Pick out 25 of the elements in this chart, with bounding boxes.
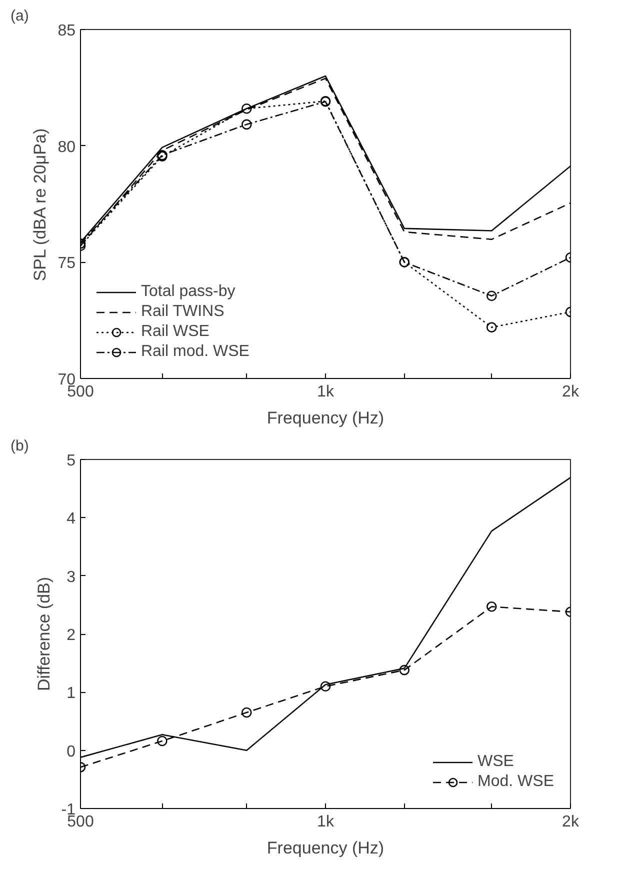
y-tick-label: 85	[58, 22, 76, 40]
chart-title: (a)	[10, 8, 29, 24]
x-tick-label: 1k	[317, 814, 335, 830]
y-tick-label: 3	[66, 568, 76, 586]
y-tick-label: 4	[66, 510, 76, 528]
legend-label: Total pass-by	[141, 283, 236, 301]
legend-label: Rail WSE	[141, 323, 210, 341]
y-tick-label: 2	[66, 627, 76, 644]
y-axis-title: Difference (dB)	[34, 576, 54, 692]
y-tick-label: 80	[58, 138, 76, 156]
legend-label: Rail TWINS	[141, 303, 224, 321]
legend-label: Mod. WSE	[478, 773, 554, 791]
y-tick-label: 0	[66, 743, 76, 760]
y-axis-title: SPL (dBA re 20μPa)	[30, 128, 50, 282]
chart-title: (b)	[10, 438, 29, 454]
y-tick-label: 5	[66, 452, 76, 470]
y-tick-label: 75	[58, 255, 76, 272]
x-axis-title: Frequency (Hz)	[266, 408, 384, 428]
legend-label: Rail mod. WSE	[141, 343, 250, 361]
y-tick-label: 1	[66, 685, 76, 702]
x-tick-label: 1k	[317, 384, 335, 400]
x-tick-label: 2k	[562, 384, 580, 400]
x-axis-title: Frequency (Hz)	[266, 838, 384, 858]
legend-label: WSE	[478, 753, 514, 771]
x-tick-label: 2k	[562, 814, 580, 830]
